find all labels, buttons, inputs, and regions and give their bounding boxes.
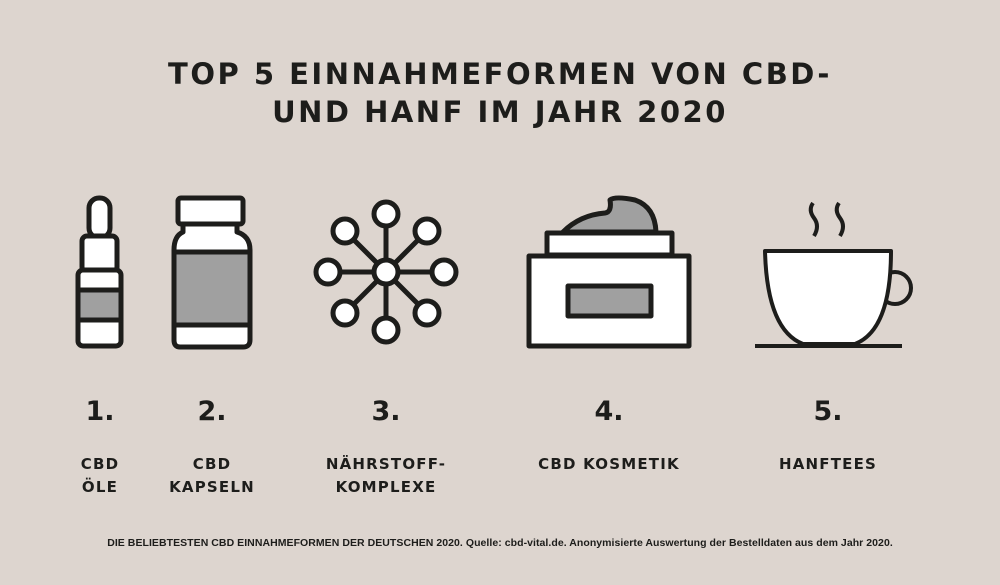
label-4: CBD KOSMETIK	[538, 453, 680, 476]
title-line-1: TOP 5 EINNAHMEFORMEN VON CBD-	[168, 57, 832, 91]
rank-4: 4.	[594, 396, 624, 427]
rank-1: 1.	[85, 396, 115, 427]
capsule-jar-icon	[171, 195, 253, 350]
label-line: NÄHRSTOFF-	[325, 455, 447, 473]
molecule-network-icon	[313, 199, 459, 345]
rank-2: 2.	[197, 396, 227, 427]
label-line: KOMPLEXE	[335, 478, 437, 496]
label-2: CBD KAPSELN	[169, 453, 255, 499]
label-5: HANFTEES	[779, 453, 877, 476]
label-line: ÖLE	[81, 478, 119, 496]
label-line: CBD	[80, 455, 120, 473]
dropper-bottle-icon	[75, 195, 124, 349]
label-line: CBD KOSMETIK	[538, 455, 680, 473]
tea-cup-icon	[755, 201, 913, 348]
rank-3: 3.	[371, 396, 401, 427]
title-line-2: UND HANF IM JAHR 2020	[272, 95, 728, 129]
rank-5: 5.	[813, 396, 843, 427]
label-3: NÄHRSTOFF- KOMPLEXE	[326, 453, 446, 499]
label-line: HANFTEES	[778, 455, 878, 473]
label-line: CBD	[192, 455, 232, 473]
source-footnote: DIE BELIEBTESTEN CBD EINNAHMEFORMEN DER …	[107, 537, 893, 549]
page-title: TOP 5 EINNAHMEFORMEN VON CBD- UND HANF I…	[0, 55, 1000, 131]
label-line: KAPSELN	[169, 478, 255, 496]
label-1: CBD ÖLE	[81, 453, 120, 499]
cream-jar-icon	[526, 195, 692, 349]
